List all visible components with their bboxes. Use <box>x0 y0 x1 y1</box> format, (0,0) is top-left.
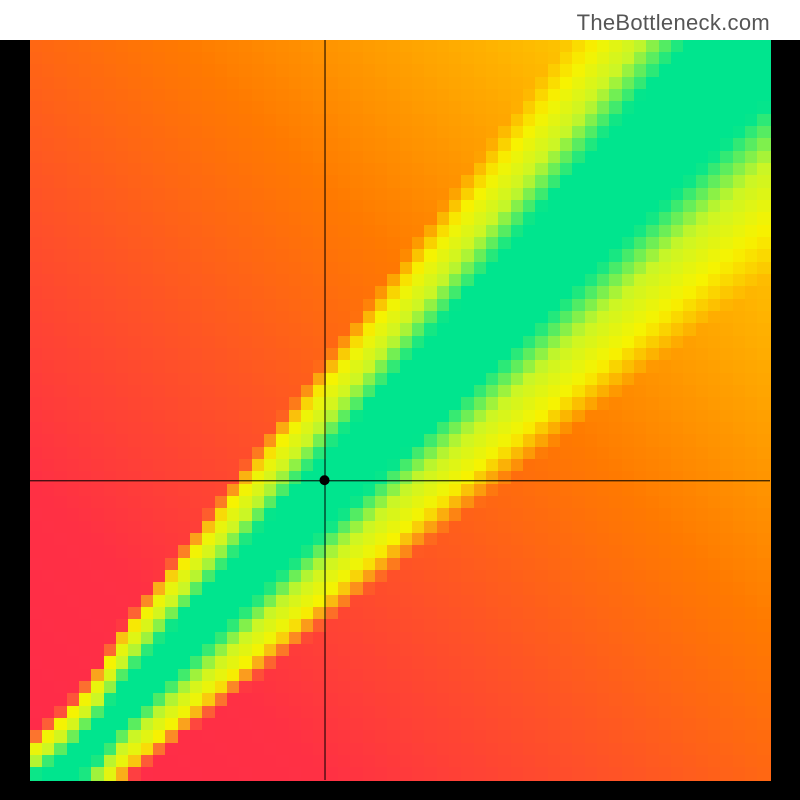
watermark-text: TheBottleneck.com <box>577 10 770 36</box>
bottleneck-heatmap <box>0 0 800 800</box>
